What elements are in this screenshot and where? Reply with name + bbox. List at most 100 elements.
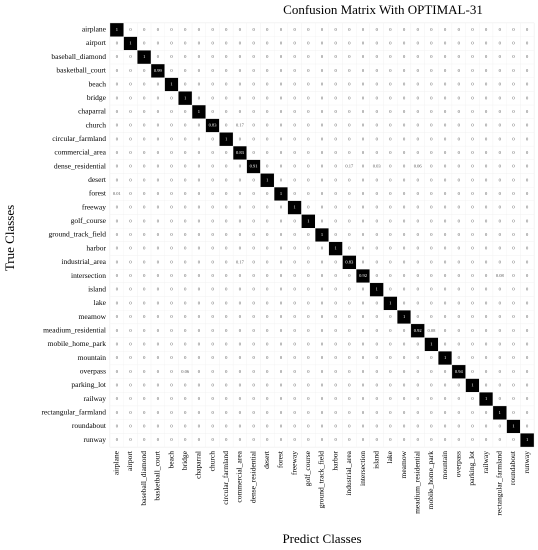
cell-label: 0: [294, 369, 297, 374]
cell-label: 0: [294, 273, 297, 278]
cell-label: 0: [512, 68, 515, 73]
cell-label: 0: [417, 41, 420, 46]
cell-label: 0: [266, 68, 269, 73]
cell-label: 0: [116, 396, 119, 401]
cell-label: 0: [526, 314, 529, 319]
cell-label: 0: [526, 232, 529, 237]
cell-label: 0: [526, 177, 529, 182]
cell-label: 0: [143, 396, 146, 401]
cell-label: 0: [184, 205, 187, 210]
cell-label: 0: [348, 150, 351, 155]
cell-label: 1: [266, 177, 268, 182]
cell-label: 0: [266, 355, 269, 360]
cell-label: 0: [157, 82, 160, 87]
cell-label: 0: [198, 123, 201, 128]
cell-label: 0: [430, 410, 433, 415]
y-tick-label: commercial_area: [54, 148, 106, 157]
cell-label: 0: [362, 259, 365, 264]
y-tick-label: parking_lot: [71, 380, 106, 389]
cell-label: 0: [362, 82, 365, 87]
cell-label: 0: [170, 177, 173, 182]
cell-label: 0: [417, 410, 420, 415]
cell-label: 1: [198, 109, 200, 114]
cell-label: 0: [129, 54, 132, 59]
x-tick-label: mountain: [440, 451, 449, 480]
cell-label: 0: [294, 437, 297, 442]
cell-label: 0: [335, 369, 338, 374]
cell-label: 0: [294, 82, 297, 87]
cell-label: 0: [143, 259, 146, 264]
cell-label: 0: [211, 82, 214, 87]
x-tick-label: meamow: [399, 450, 408, 478]
cell-label: 0: [252, 150, 255, 155]
y-tick-label: mountain: [78, 353, 107, 362]
cell: [520, 433, 535, 448]
cell-label: 0: [157, 341, 160, 346]
cell-label: 0: [526, 300, 529, 305]
cell-label: 0: [170, 437, 173, 442]
cell-label: 0: [430, 273, 433, 278]
cell-label: 0: [403, 300, 406, 305]
cell-label: 0: [307, 123, 310, 128]
cell-label: 0.17: [345, 164, 354, 169]
cell-label: 0: [389, 41, 392, 46]
cell-label: 0: [430, 232, 433, 237]
cell-label: 1: [143, 54, 145, 59]
cell-label: 0: [362, 300, 365, 305]
cell-label: 0: [129, 68, 132, 73]
cell-label: 0: [362, 191, 365, 196]
y-tick-label: runway: [84, 435, 107, 444]
cell-label: 0: [225, 123, 228, 128]
cell-label: 0: [116, 314, 119, 319]
cell-label: 0: [116, 41, 119, 46]
y-tick-label: ground_track_field: [49, 230, 107, 239]
cell-label: 0: [225, 205, 228, 210]
cell-label: 0: [485, 355, 488, 360]
cell-label: 0: [280, 109, 283, 114]
cell-label: 0: [252, 232, 255, 237]
x-tick-label: rectangular_farmland: [495, 451, 504, 516]
cell-label: 0: [184, 341, 187, 346]
cell-label: 0: [198, 95, 201, 100]
cell-label: 0: [157, 355, 160, 360]
cell-label: 0: [348, 424, 351, 429]
cell-label: 0: [225, 41, 228, 46]
cell-label: 0: [211, 410, 214, 415]
cell-label: 0: [116, 287, 119, 292]
cell-label: 0: [389, 273, 392, 278]
cell-label: 0: [252, 27, 255, 32]
cell-label: 0: [335, 191, 338, 196]
cell-label: 0: [170, 382, 173, 387]
cell-label: 0: [417, 123, 420, 128]
cell-label: 0: [143, 369, 146, 374]
cell-label: 0: [129, 273, 132, 278]
cell-label: 0: [471, 341, 474, 346]
cell-label: 0: [157, 396, 160, 401]
cell-label: 0: [157, 328, 160, 333]
cell-label: 0: [499, 437, 502, 442]
cell-label: 0: [335, 410, 338, 415]
cell-label: 0: [252, 437, 255, 442]
cell-label: 0: [526, 355, 529, 360]
cell-label: 0: [280, 205, 283, 210]
cell-label: 0: [266, 259, 269, 264]
cell-label: 0: [129, 341, 132, 346]
cell-label: 0: [307, 68, 310, 73]
cell-label: 0: [129, 136, 132, 141]
x-tick-label: industrial_area: [344, 450, 353, 495]
cell-label: 0: [211, 41, 214, 46]
cell-label: 0: [184, 191, 187, 196]
cell-label: 0: [170, 191, 173, 196]
cell-label: 0: [157, 410, 160, 415]
cell-label: 0: [417, 273, 420, 278]
cell-label: 0: [485, 150, 488, 155]
cell-label: 0: [430, 54, 433, 59]
cell-label: 0: [307, 205, 310, 210]
cell-label: 0: [129, 218, 132, 223]
cell-label: 0: [252, 82, 255, 87]
cell-label: 0: [116, 300, 119, 305]
cell-label: 0: [430, 41, 433, 46]
y-tick-label: dense_residential: [54, 161, 106, 170]
cell-label: 0: [252, 218, 255, 223]
cell-label: 0: [512, 437, 515, 442]
